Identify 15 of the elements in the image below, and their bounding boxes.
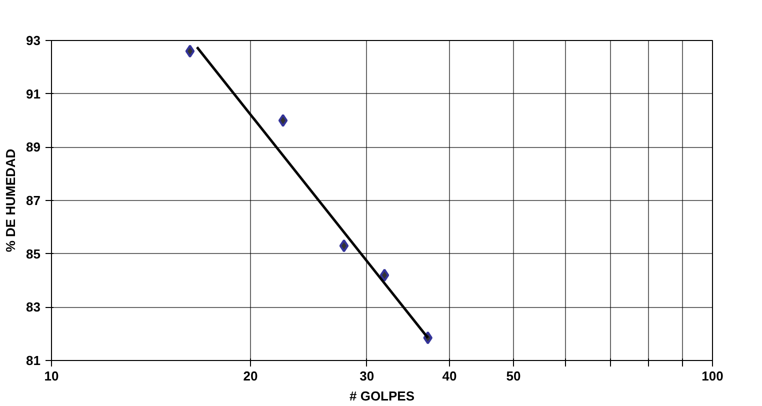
x-tick-label: 40 (442, 368, 457, 384)
x-tick-label: 50 (506, 368, 521, 384)
x-tick-label: 10 (44, 368, 59, 384)
y-tick-label: 81 (26, 353, 41, 368)
x-tick-label: 100 (702, 368, 724, 384)
x-axis-title: # GOLPES (349, 388, 415, 404)
y-axis-title: % DE HUMEDAD (3, 148, 18, 252)
y-tick-label: 85 (26, 246, 41, 262)
y-tick-label: 93 (26, 33, 41, 48)
y-tick-label: 87 (26, 193, 41, 208)
y-tick-label: 83 (26, 300, 41, 315)
x-tick-label: 20 (243, 368, 258, 384)
y-tick-label: 89 (26, 140, 41, 155)
y-tick-label: 91 (26, 86, 41, 102)
x-tick-label: 30 (360, 368, 374, 384)
